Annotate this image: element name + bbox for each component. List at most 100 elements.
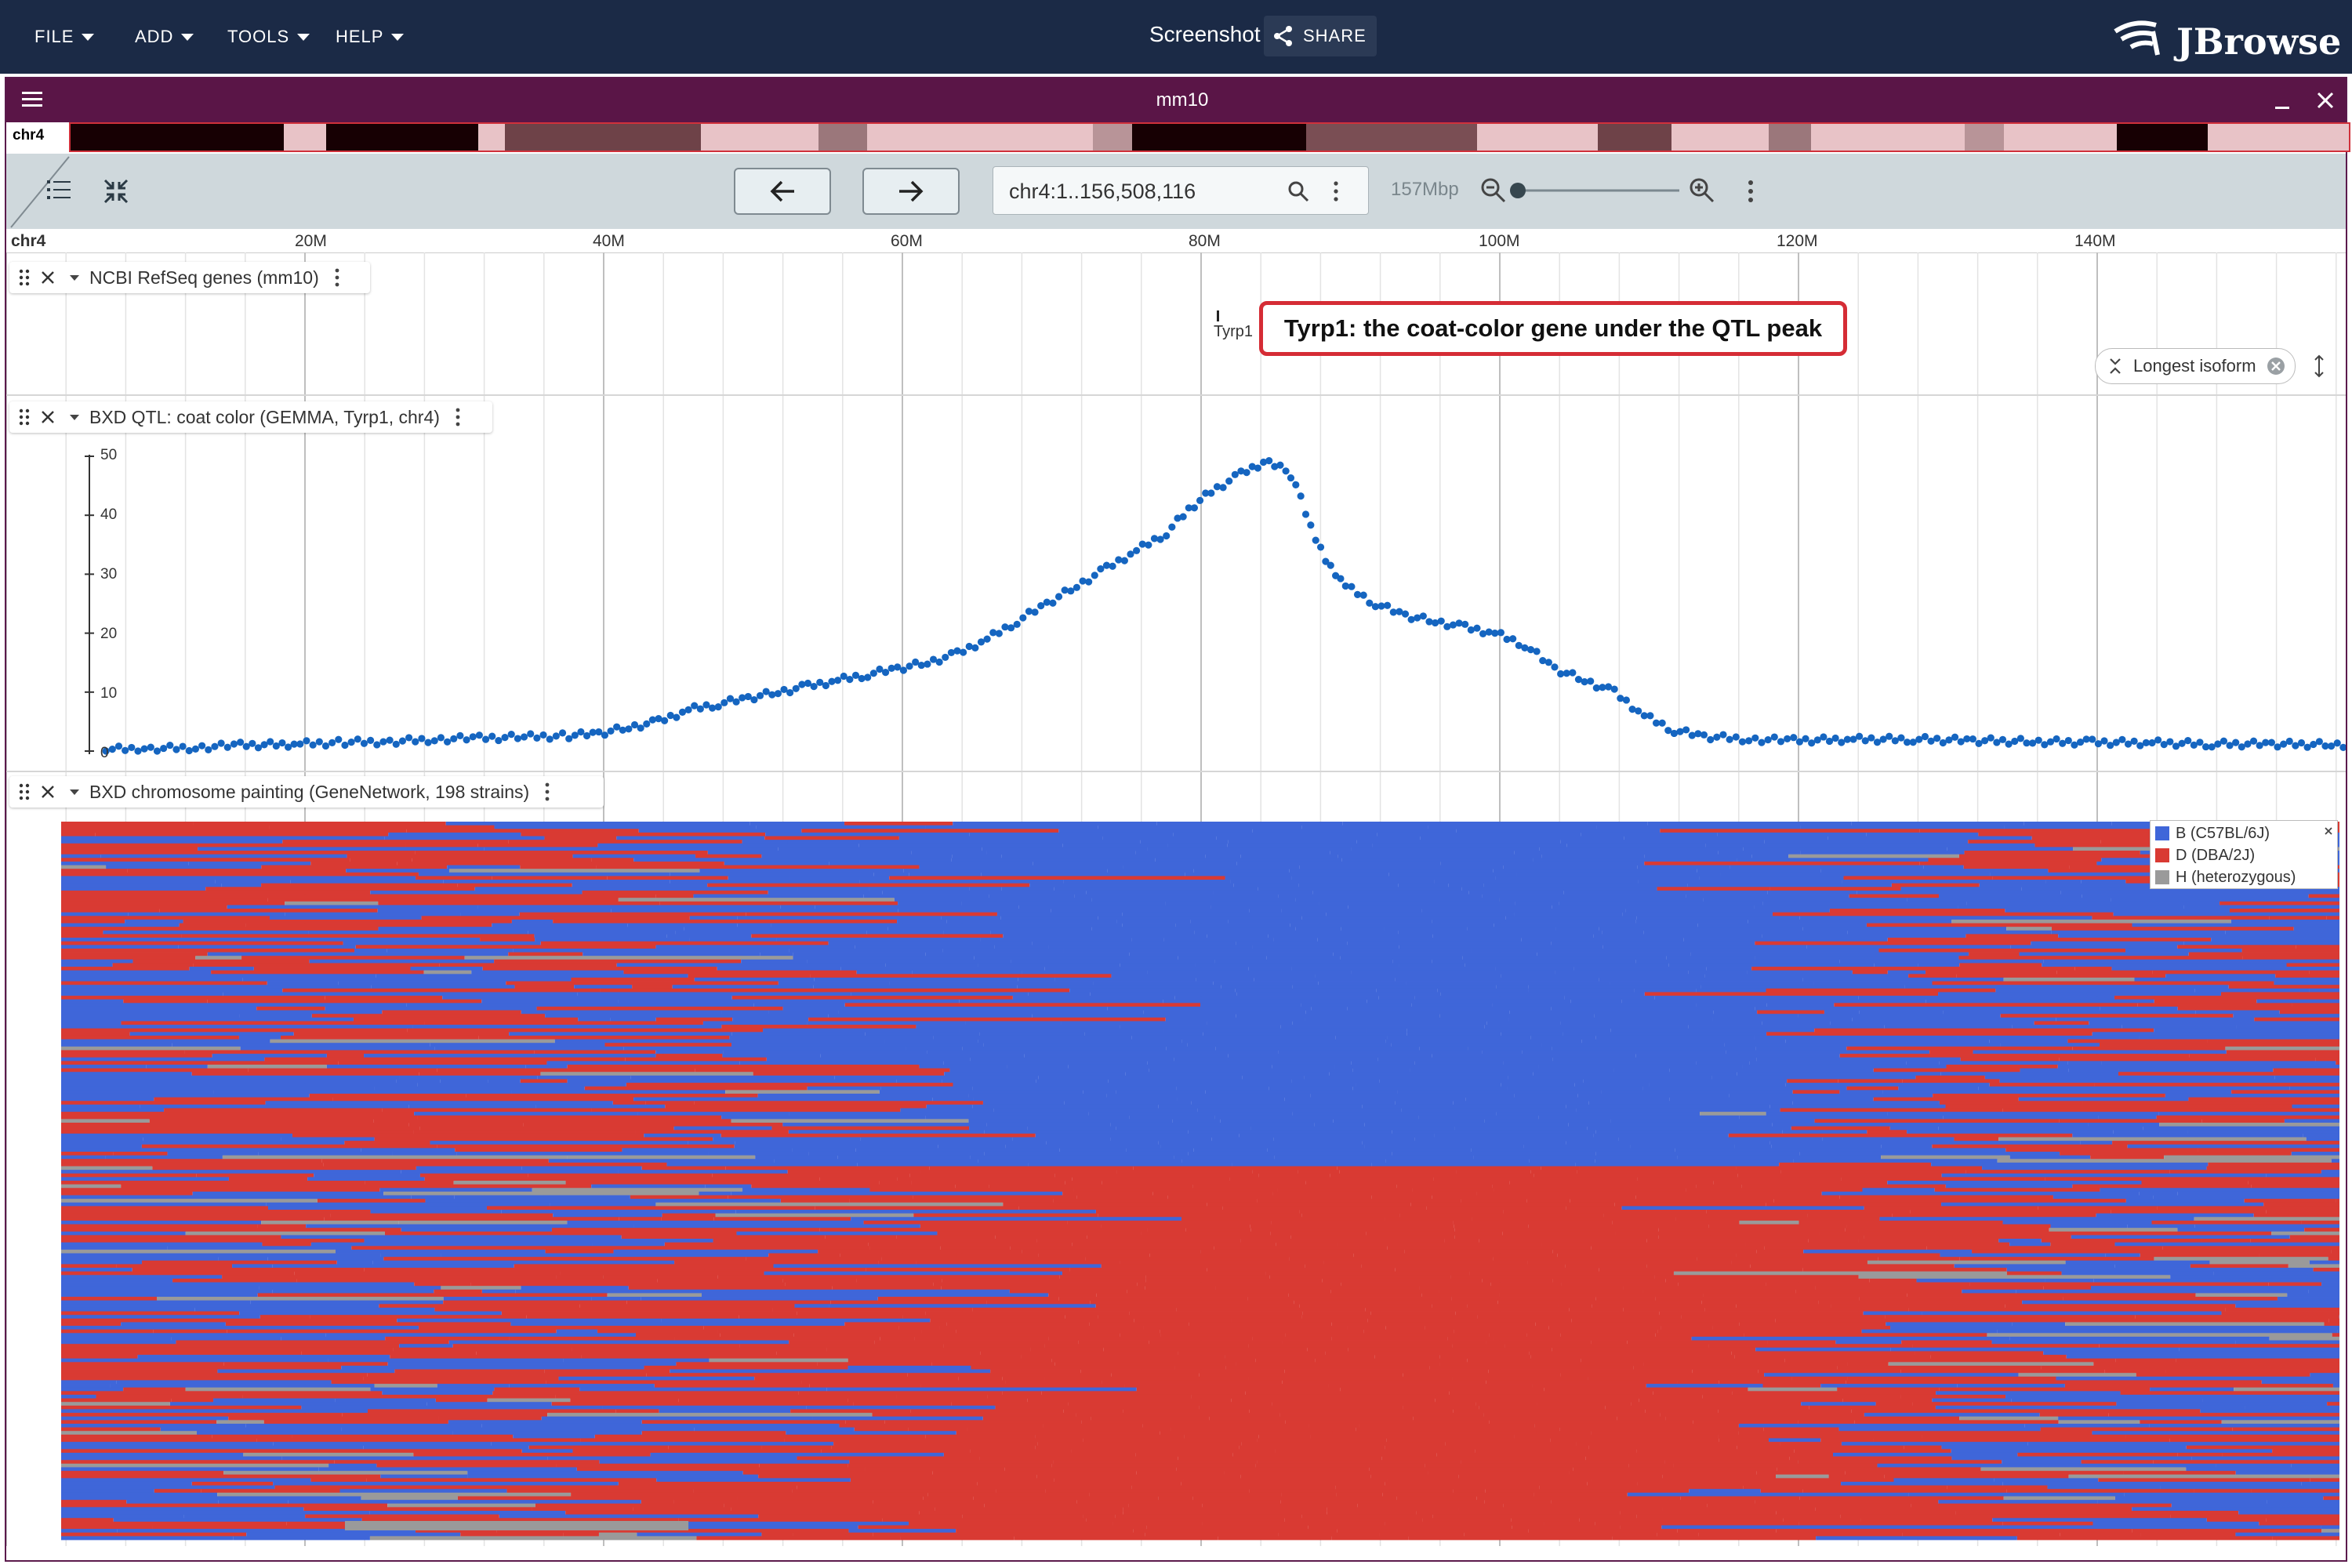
qtl-point — [249, 739, 256, 747]
jbrowse-logo-icon — [2114, 20, 2160, 56]
qtl-point — [1196, 496, 1204, 504]
qtl-point — [1592, 684, 1600, 692]
collapse-track-icon[interactable] — [64, 784, 85, 800]
view-title[interactable]: mm10 — [1156, 89, 1209, 111]
minimize-icon[interactable] — [2272, 91, 2292, 111]
qtl-point — [1640, 712, 1648, 720]
track-label-painting[interactable]: BXD chromosome painting (GeneNetwork, 19… — [9, 776, 604, 808]
track-label-qtl[interactable]: BXD QTL: coat color (GEMMA, Tyrp1, chr4) — [9, 401, 492, 433]
qtl-point — [2071, 741, 2078, 749]
gene-label-tyrp1[interactable]: Tyrp1 — [1214, 323, 1254, 340]
more-vert-icon[interactable] — [1330, 180, 1341, 203]
collapse-icon[interactable] — [102, 177, 130, 205]
menu-file[interactable]: FILE — [34, 19, 95, 55]
qtl-point — [924, 660, 931, 668]
share-button[interactable]: SHARE — [1264, 16, 1377, 56]
qtl-point — [655, 715, 662, 723]
qtl-point — [1190, 504, 1199, 512]
drag-handle-icon[interactable] — [19, 782, 30, 801]
qtl-point — [1676, 728, 1684, 735]
menu-help-label: HELP — [336, 27, 384, 46]
collapse-track-icon[interactable] — [64, 270, 85, 285]
qtl-point — [185, 746, 193, 755]
qtl-point — [1509, 635, 1517, 643]
qtl-point — [1037, 602, 1045, 610]
qtl-point — [726, 695, 735, 702]
annotation-callout: Tyrp1: the coat-color gene under the QTL… — [1259, 301, 1847, 356]
qtl-point — [533, 734, 541, 742]
qtl-point — [309, 741, 317, 749]
view-menu-icon[interactable] — [1745, 179, 1756, 204]
qtl-point — [1091, 572, 1098, 579]
zoom-slider[interactable] — [1507, 177, 1682, 204]
drag-handle-icon[interactable] — [19, 268, 30, 287]
qtl-point — [1271, 463, 1279, 470]
qtl-point — [714, 703, 722, 711]
cytoband-ideogram[interactable] — [69, 122, 2350, 152]
qtl-point — [798, 681, 806, 688]
resize-height-icon[interactable] — [2311, 353, 2327, 379]
qtl-point — [2303, 743, 2311, 751]
qtl-point — [2285, 737, 2293, 746]
qtl-point — [607, 727, 615, 735]
caret-down-icon — [181, 33, 194, 41]
qtl-point — [1174, 514, 1181, 522]
qtl-point — [1515, 641, 1523, 649]
qtl-point — [1849, 735, 1857, 743]
qtl-point — [2023, 739, 2031, 747]
hamburger-menu-icon[interactable] — [20, 89, 44, 110]
qtl-point — [906, 662, 913, 670]
chromosome-overview[interactable]: chr4 — [6, 122, 2350, 154]
qtl-point — [2142, 739, 2150, 746]
location-input[interactable] — [1007, 176, 1285, 206]
qtl-point — [834, 677, 842, 684]
track-label-genes[interactable]: NCBI RefSeq genes (mm10) — [9, 262, 370, 293]
collapse-track-icon[interactable] — [64, 409, 85, 425]
close-track-icon[interactable] — [39, 408, 56, 426]
qtl-point — [2226, 742, 2234, 750]
zoom-out-icon[interactable] — [1480, 177, 1507, 204]
track-menu-icon[interactable] — [332, 267, 343, 288]
search-icon[interactable] — [1287, 180, 1310, 203]
menu-tools[interactable]: TOOLS — [227, 19, 310, 55]
menu-add[interactable]: ADD — [135, 19, 194, 55]
qtl-point — [1688, 731, 1696, 739]
clear-chip-icon[interactable] — [2266, 356, 2286, 376]
qtl-point — [912, 658, 920, 666]
session-title[interactable]: Screenshot — [1149, 22, 1261, 46]
track-menu-icon[interactable] — [542, 782, 553, 802]
qtl-point — [267, 738, 274, 746]
longest-isoform-chip[interactable]: Longest isoform — [2095, 348, 2296, 384]
qtl-point — [851, 671, 860, 679]
qtl-point — [437, 734, 445, 742]
qtl-point — [989, 629, 997, 637]
qtl-point — [565, 735, 573, 742]
qtl-point — [846, 676, 854, 684]
close-track-icon[interactable] — [39, 269, 56, 286]
qtl-point — [661, 717, 669, 724]
location-search-box[interactable] — [993, 166, 1369, 215]
qtl-point — [571, 731, 579, 739]
qtl-point — [1957, 738, 1965, 746]
qtl-point — [810, 683, 818, 691]
qtl-point — [768, 691, 776, 699]
qtl-ytick: 30 — [100, 566, 118, 583]
track-selector-icon[interactable] — [45, 177, 74, 204]
menu-help[interactable]: HELP — [336, 19, 405, 55]
qtl-point — [2118, 735, 2126, 743]
zoom-in-icon[interactable] — [1689, 177, 1715, 204]
genotype-legend: B (C57BL/6J) D (DBA/2J) H (heterozygous) — [2150, 820, 2338, 889]
drag-handle-icon[interactable] — [19, 408, 30, 426]
legend-close-icon[interactable] — [2323, 826, 2334, 837]
legend-item-h: H (heterozygous) — [2155, 868, 2296, 887]
coordinate-ruler[interactable]: chr4 20M 40M 60M 80M 100M 120M 140M — [6, 229, 2346, 253]
close-track-icon[interactable] — [39, 783, 56, 800]
close-view-icon[interactable] — [2314, 89, 2336, 111]
track-area[interactable] — [6, 252, 2346, 1546]
menu-add-label: ADD — [135, 27, 174, 46]
pan-left-button[interactable] — [734, 168, 831, 215]
qtl-point — [2005, 740, 2013, 748]
ruler-tick: 120M — [1777, 232, 1818, 250]
track-menu-icon[interactable] — [452, 407, 463, 427]
pan-right-button[interactable] — [862, 168, 960, 215]
